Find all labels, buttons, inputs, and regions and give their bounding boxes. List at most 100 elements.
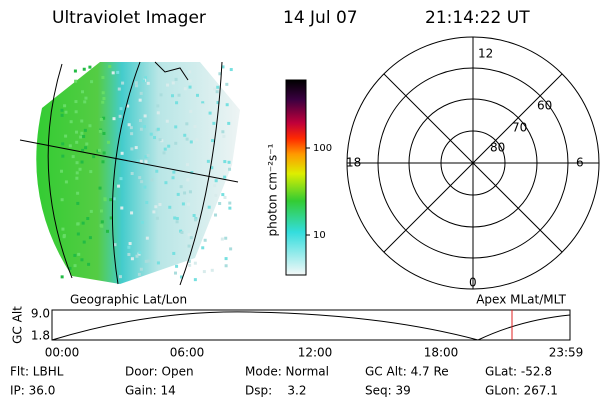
speckle [225, 82, 229, 86]
speckle [172, 251, 176, 255]
speckle [120, 151, 124, 155]
speckle [175, 220, 179, 224]
speckle [137, 272, 141, 276]
speckle [89, 170, 93, 174]
speckle [207, 205, 211, 209]
speckle [60, 108, 64, 112]
speckle [108, 65, 112, 69]
speckle [188, 263, 192, 267]
speckle [187, 259, 191, 263]
speckle [75, 140, 79, 144]
speckle [185, 122, 189, 126]
speckle [215, 90, 219, 94]
speckle [102, 96, 106, 100]
speckle [187, 202, 191, 206]
speckle [119, 107, 123, 111]
speckle [84, 146, 88, 150]
speckle [194, 218, 198, 222]
speckle [189, 236, 193, 240]
footer-field: Gain: 14 [125, 384, 176, 398]
aurora-image [36, 62, 241, 284]
footer-field: Dsp: 3.2 [245, 384, 307, 398]
speckle [171, 176, 175, 180]
speckle [187, 233, 191, 237]
speckle [78, 167, 82, 171]
mlt-label: 18 [346, 156, 361, 170]
speckle [121, 81, 125, 85]
spoke [383, 73, 563, 253]
speckle [99, 224, 103, 228]
speckle [195, 138, 199, 142]
speckle [135, 254, 139, 258]
speckle [210, 166, 214, 170]
speckle [166, 83, 170, 87]
speckle [63, 104, 67, 108]
speckle [60, 169, 64, 173]
speckle [97, 148, 101, 152]
speckle [81, 221, 85, 225]
speckle [175, 264, 179, 268]
speckle [98, 129, 102, 133]
speckle [201, 246, 205, 250]
speckle [134, 81, 138, 85]
title: Ultraviolet Imager [52, 8, 206, 28]
speckle [146, 81, 150, 85]
speckle [211, 139, 215, 143]
speckle [220, 237, 224, 241]
speckle [225, 103, 229, 107]
speckle [139, 127, 143, 131]
speckle [109, 216, 113, 220]
speckle [221, 130, 225, 134]
speckle [85, 142, 89, 146]
speckle [102, 131, 106, 135]
speckle [171, 81, 175, 85]
mlt-label: 6 [576, 156, 584, 170]
speckle [82, 67, 86, 71]
orbit-x-tick: 06:00 [170, 346, 205, 360]
speckle [80, 160, 84, 164]
speckle [81, 148, 85, 152]
orbit-frame [51, 309, 571, 341]
orbit-y-tick: 1.8 [31, 329, 50, 343]
speckle [128, 242, 132, 246]
speckle [201, 101, 205, 105]
speckle [99, 209, 103, 213]
colorbar [285, 79, 307, 276]
speckle [162, 151, 166, 155]
orbit-right-label: Apex MLat/MLT [476, 293, 566, 307]
speckle [130, 257, 134, 261]
speckle [84, 96, 88, 100]
speckle [139, 159, 143, 163]
speckle [216, 101, 220, 105]
speckle [73, 264, 77, 268]
speckle [193, 124, 197, 128]
speckle [143, 76, 147, 80]
speckle [222, 134, 226, 138]
map-line [179, 61, 223, 286]
speckle [189, 109, 193, 113]
map-line [111, 61, 141, 285]
speckle [143, 185, 147, 189]
speckle [193, 261, 197, 265]
speckle [229, 68, 233, 72]
speckle [101, 75, 105, 79]
speckle [89, 209, 93, 213]
speckle [80, 131, 84, 135]
footer-field: Flt: LBHL [10, 365, 64, 379]
time: 21:14:22 UT [425, 8, 530, 28]
speckle [177, 93, 181, 97]
speckle [80, 258, 84, 262]
image [19, 61, 241, 286]
date: 14 Jul 07 [283, 8, 358, 28]
speckle [61, 142, 65, 146]
speckle [221, 193, 225, 197]
speckle [181, 202, 185, 206]
speckle [227, 160, 231, 164]
speckle [127, 252, 131, 256]
speckle [214, 193, 218, 197]
speckle [183, 87, 187, 91]
speckle [76, 191, 80, 195]
speckle [143, 114, 147, 118]
speckle [61, 227, 65, 231]
speckle [179, 185, 183, 189]
